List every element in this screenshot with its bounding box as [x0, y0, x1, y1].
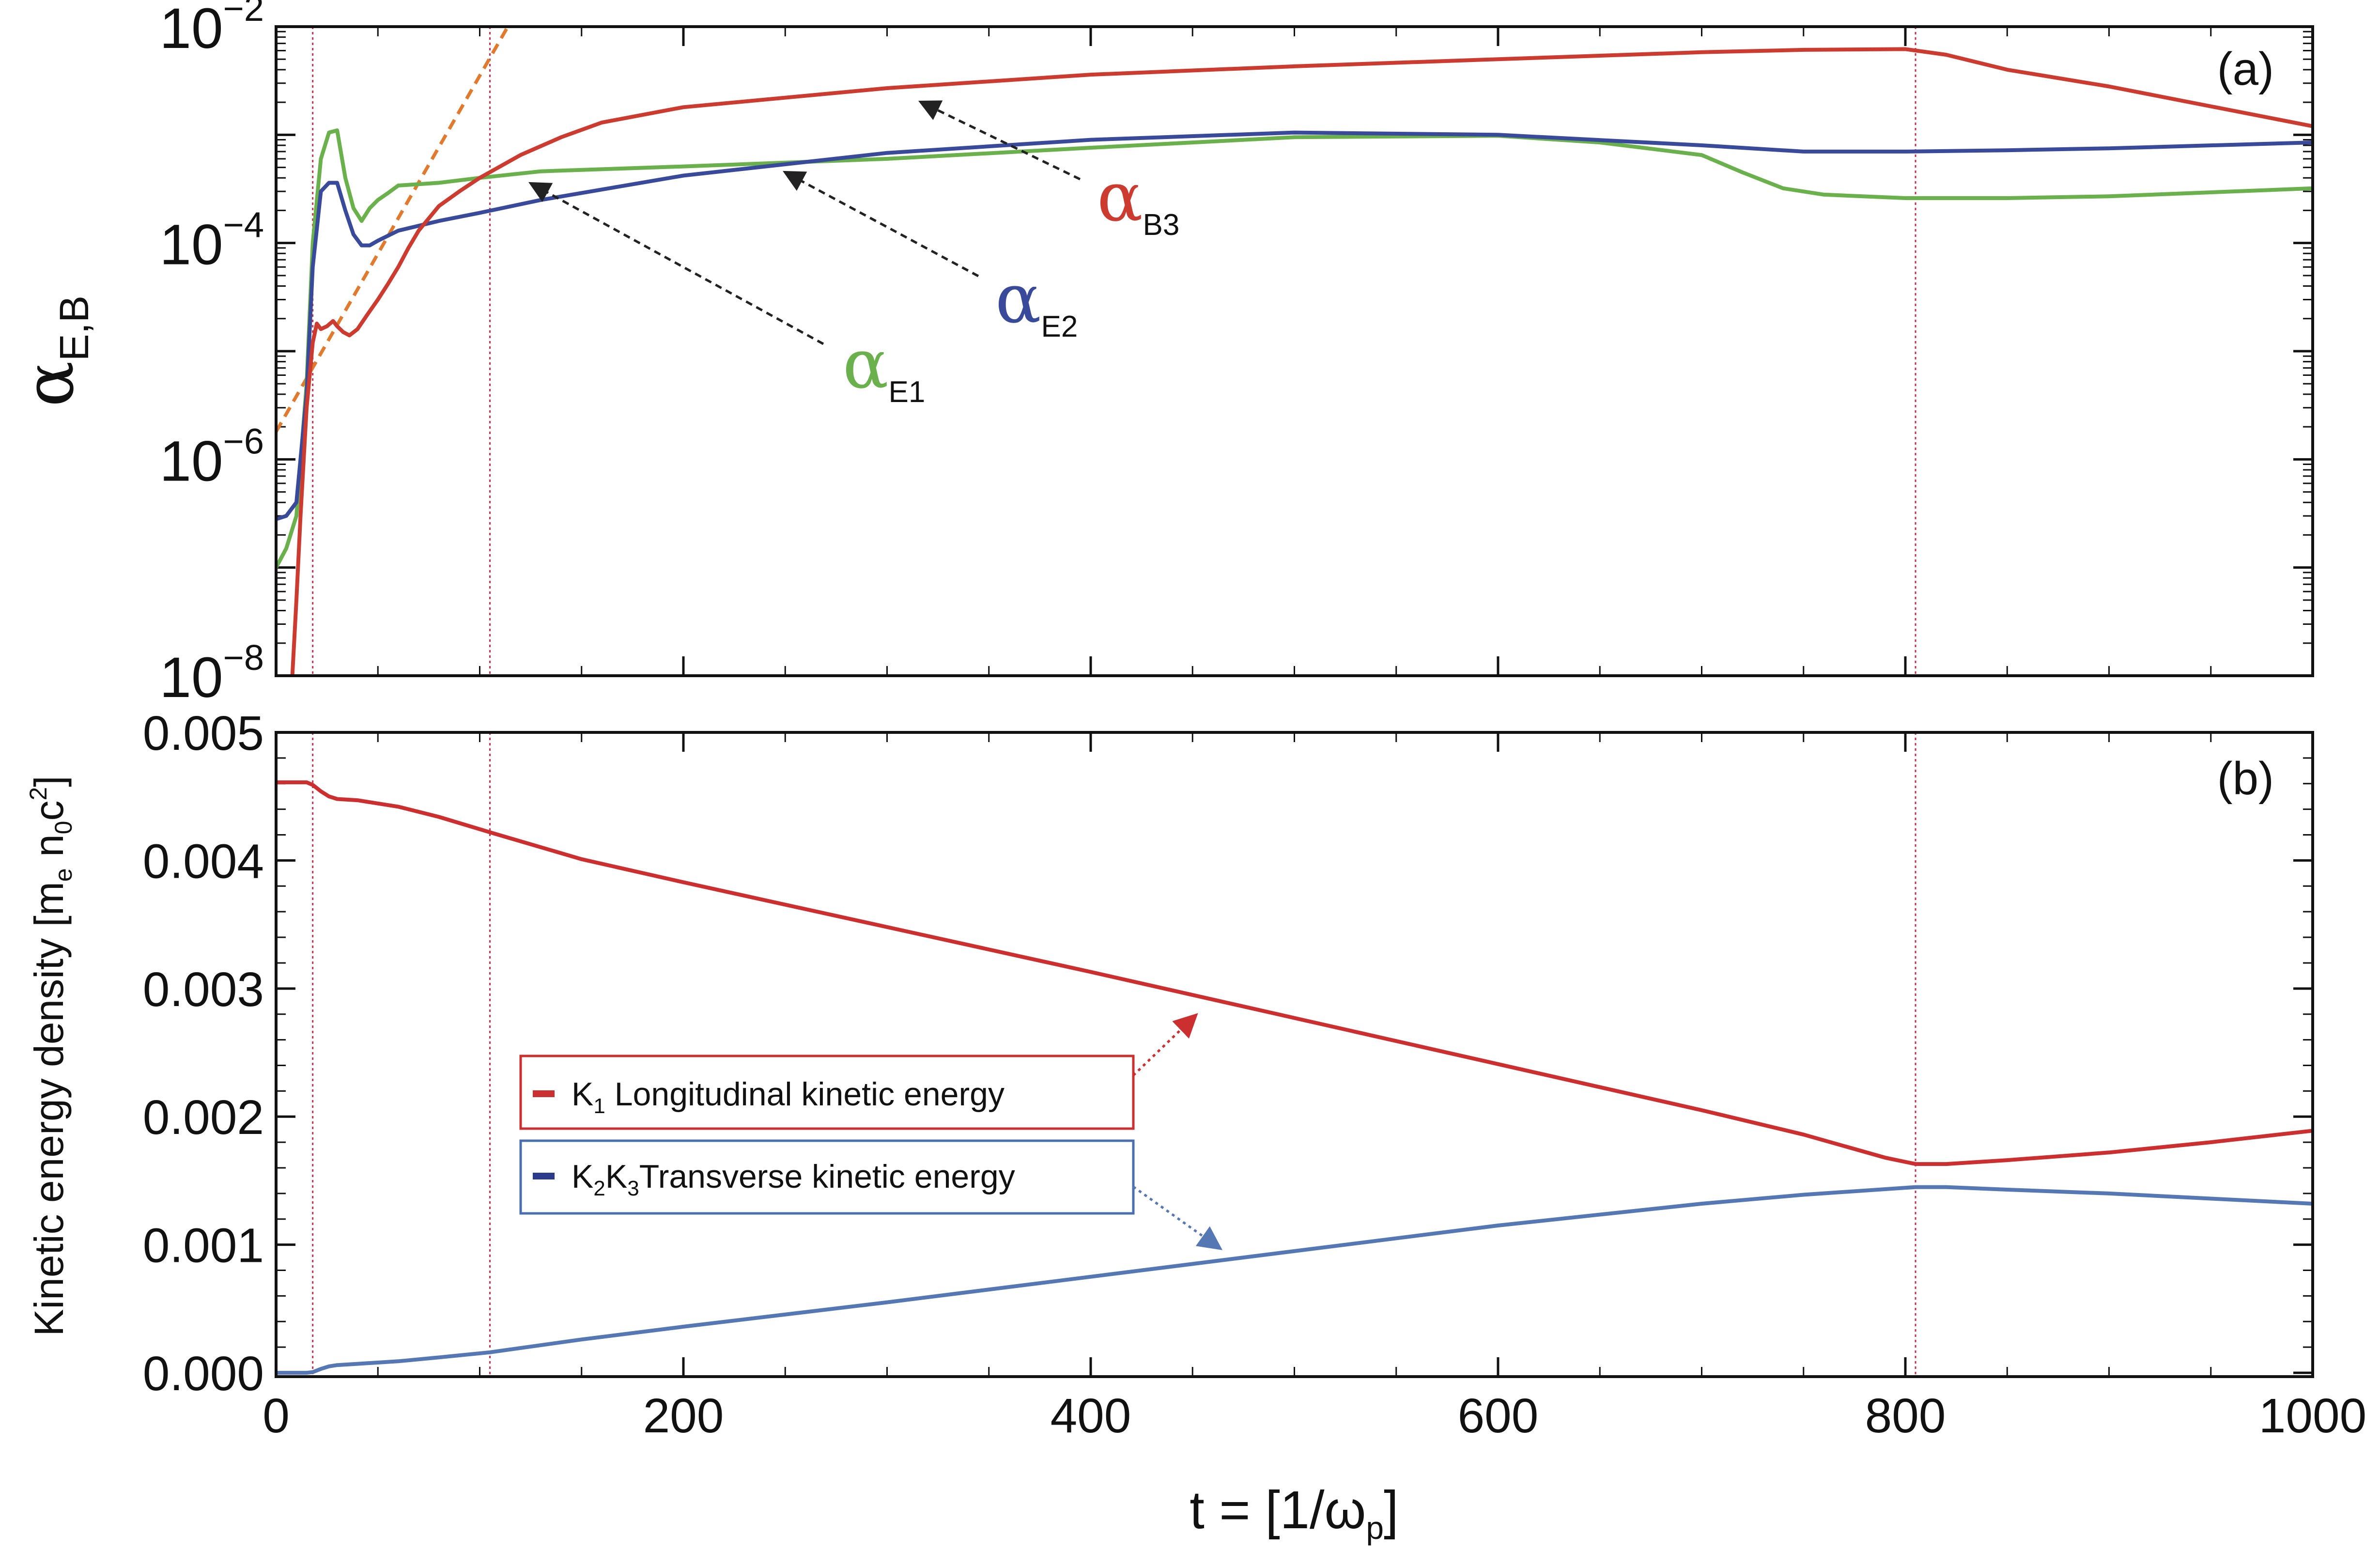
alpha-e1-annotation-arrow	[528, 182, 824, 345]
legend-label-k1: K1 Longitudinal kinetic energy	[572, 1076, 1005, 1118]
series-k1-longitudinal-line	[276, 780, 2313, 1166]
panel-b-tag: (b)	[2217, 753, 2274, 805]
alpha-e2-annotation-label: αE2	[995, 260, 1078, 343]
panel-b-ticks	[275, 731, 2314, 1377]
panel-a: 10−8 10−6 10−4 10−2 (a) αE,B αB3 αE2 αE1	[10, 0, 2314, 710]
legend-box-k2k3	[519, 1139, 1135, 1215]
series-alpha-e2-line	[276, 130, 2313, 521]
panel-b-reference-lines	[312, 732, 1916, 1377]
x-tick-label: 600	[1458, 1389, 1539, 1443]
panel-b-y-tick-labels: 0.000 0.001 0.002 0.003 0.004 0.005	[143, 706, 264, 1401]
y-tick-label: 0.002	[143, 1090, 264, 1145]
alpha-e1-annotation-label: αE1	[843, 325, 925, 409]
x-tick-label: 400	[1051, 1389, 1131, 1443]
y-tick-label: 10−2	[159, 0, 264, 61]
panel-a-exponential-fit-line	[276, 27, 510, 433]
legend-entry-k1: K1 Longitudinal kinetic energy	[519, 1055, 1135, 1130]
y-tick-label: 0.003	[143, 962, 264, 1017]
x-tick-label: 800	[1865, 1389, 1946, 1443]
y-tick-label: 0.001	[143, 1219, 264, 1273]
panel-a-ticks	[275, 25, 2314, 677]
legend-k1-pointer-arrow	[1132, 1013, 1198, 1076]
panel-b-y-axis-title: Kinetic energy density [me n0c2]	[25, 776, 77, 1336]
alpha-b3-annotation-label: αB3	[1097, 158, 1179, 242]
panel-b-frame	[275, 731, 2314, 1378]
panel-a-tag: (a)	[2217, 43, 2274, 95]
series-k2k3-transverse-line	[276, 1185, 2313, 1375]
y-tick-label: 10−8	[159, 637, 264, 710]
panel-a-reference-lines	[312, 27, 1916, 676]
panel-b: 0.000 0.001 0.002 0.003 0.004 0.005 0 200 400 60…	[25, 706, 2366, 1546]
x-tick-label: 200	[643, 1389, 724, 1443]
y-tick-label: 10−4	[159, 205, 264, 277]
panel-a-y-tick-labels: 10−8 10−6 10−4 10−2	[159, 0, 264, 710]
panel-a-y-axis-title: αE,B	[10, 295, 97, 407]
y-tick-label: 0.004	[143, 834, 264, 888]
x-axis-title: t = [1/ωp]	[1190, 1480, 1398, 1546]
y-tick-label: 10−6	[159, 421, 264, 493]
alpha-e2-annotation-arrow	[783, 171, 979, 278]
series-alpha-b3-line	[290, 47, 2313, 676]
legend-k2k3-pointer-arrow	[1132, 1185, 1223, 1250]
y-tick-label: 0.000	[143, 1347, 264, 1401]
legend-entry-k2k3: K2K3Transverse kinetic energy	[519, 1139, 1135, 1215]
panel-b-x-tick-labels: 0 200 400 600 800 1000	[263, 1389, 2366, 1443]
x-tick-label: 0	[263, 1389, 290, 1443]
y-tick-label: 0.005	[143, 706, 264, 760]
panel-a-frame	[275, 25, 2314, 677]
alpha-b3-annotation-arrow	[918, 100, 1081, 181]
x-tick-label: 1000	[2259, 1389, 2366, 1443]
legend-label-k2k3: K2K3Transverse kinetic energy	[572, 1158, 1015, 1200]
legend-box-k1	[519, 1055, 1135, 1130]
series-alpha-e1-line	[276, 128, 2313, 569]
